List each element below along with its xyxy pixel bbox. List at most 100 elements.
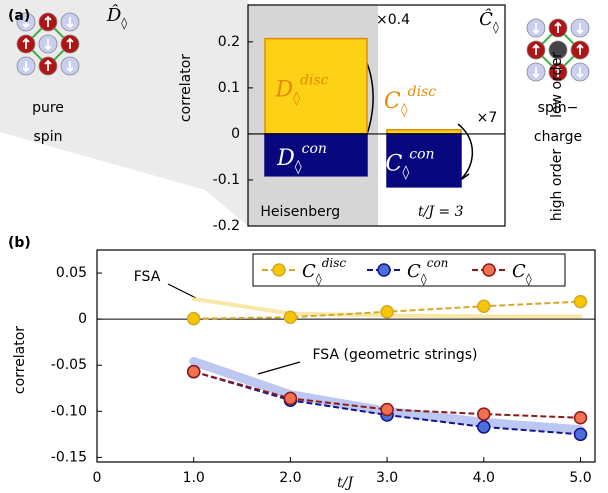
arrow bbox=[257, 361, 301, 375]
bar bbox=[264, 37, 368, 135]
legend-label: C◊disc bbox=[302, 256, 346, 286]
order-label: high order bbox=[549, 149, 565, 222]
fsa-label: FSA (geometric strings) bbox=[313, 347, 478, 363]
bar-label-part: con bbox=[302, 141, 327, 157]
bar-label-part: C bbox=[385, 151, 402, 176]
lattice-icons bbox=[16, 12, 590, 82]
bar-label-part: D bbox=[274, 77, 293, 102]
icon-label: Ĉ◊ bbox=[479, 7, 499, 34]
spin-arrow bbox=[532, 23, 540, 35]
fsa-label: FSA bbox=[134, 269, 161, 285]
y-tick-label: 0.1 bbox=[218, 80, 240, 96]
shade-wedge bbox=[0, 0, 248, 226]
bar-label-part: disc bbox=[300, 72, 329, 88]
order-label: low order bbox=[549, 52, 565, 118]
icon-caption: charge bbox=[534, 129, 582, 145]
annotation: ×7 bbox=[477, 110, 498, 126]
legend-label-part: ◊ bbox=[316, 272, 322, 286]
y-axis-label: correlator bbox=[12, 326, 28, 394]
marker bbox=[573, 411, 588, 425]
category-label: t/J = 3 bbox=[418, 204, 464, 220]
spin-arrow bbox=[22, 61, 30, 73]
series-line bbox=[193, 370, 581, 419]
bar-label-part: con bbox=[409, 146, 434, 162]
spin-arrow bbox=[22, 37, 30, 49]
marker bbox=[573, 427, 588, 442]
icon-label-part: ◊ bbox=[493, 20, 499, 34]
legend-label: C◊con bbox=[407, 256, 448, 286]
marker bbox=[283, 310, 298, 325]
marker bbox=[477, 299, 491, 313]
x-tick-label: 3.0 bbox=[376, 470, 398, 486]
spin-arrow bbox=[66, 61, 74, 73]
spin-arrow bbox=[532, 67, 540, 79]
category-label: Heisenberg bbox=[260, 204, 340, 220]
bar-label-part: ◊ bbox=[401, 102, 408, 118]
y-tick-label: 0 bbox=[78, 311, 87, 327]
bar-label-part: D bbox=[276, 146, 295, 171]
marker bbox=[186, 311, 201, 326]
annotation: ×0.4 bbox=[376, 12, 410, 28]
bar-label: D◊con bbox=[276, 141, 327, 175]
bar bbox=[264, 133, 368, 177]
panel-label: (a) bbox=[8, 8, 30, 24]
icon-caption: spin bbox=[34, 129, 63, 145]
site bbox=[548, 40, 568, 60]
y-tick-label: -0.1 bbox=[213, 172, 240, 188]
spin-arrow bbox=[554, 21, 562, 33]
spin-arrow bbox=[44, 59, 52, 71]
y-tick-label: 0 bbox=[231, 126, 240, 142]
icon-label: D̂◊ bbox=[106, 4, 127, 30]
y-tick-label: -0.10 bbox=[51, 403, 87, 419]
spin-arrow bbox=[44, 39, 52, 51]
bar-label-part: ◊ bbox=[293, 90, 300, 106]
icon-label-part: ◊ bbox=[121, 16, 127, 30]
spin-arrow bbox=[66, 17, 74, 29]
legend-label: C◊ bbox=[512, 261, 532, 286]
bar-label-part: ◊ bbox=[295, 159, 302, 175]
spin-arrow bbox=[66, 37, 74, 49]
x-tick-label: 5.0 bbox=[569, 470, 591, 486]
legend-marker bbox=[377, 263, 391, 277]
legend-label-part: ◊ bbox=[526, 272, 532, 286]
icon-caption: pure bbox=[32, 100, 64, 116]
axes-frame bbox=[247, 4, 506, 227]
y-tick-label: -0.05 bbox=[51, 357, 87, 373]
x-tick-label: 1.0 bbox=[183, 470, 205, 486]
y-tick-label: -0.15 bbox=[51, 449, 87, 465]
spin-arrow bbox=[576, 67, 584, 79]
spin-arrow bbox=[44, 15, 52, 27]
marker bbox=[380, 402, 394, 417]
legend-marker bbox=[272, 263, 286, 277]
panel-label: (b) bbox=[8, 235, 31, 251]
bar-label-part: ◊ bbox=[402, 164, 409, 180]
legend-label-part: ◊ bbox=[421, 272, 427, 286]
x-axis-label: t/J bbox=[337, 475, 354, 491]
bar-label: D◊disc bbox=[274, 72, 328, 106]
y-tick-label: 0.2 bbox=[218, 34, 240, 50]
legend-label-part: C bbox=[407, 261, 421, 282]
y-axis-label: correlator bbox=[178, 54, 194, 122]
arrow bbox=[457, 123, 474, 179]
x-tick-label: 2.0 bbox=[279, 470, 301, 486]
marker bbox=[573, 294, 588, 309]
legend-marker bbox=[482, 263, 496, 277]
bar-label-part: disc bbox=[408, 84, 437, 100]
marker bbox=[186, 364, 201, 379]
axes-frame bbox=[96, 249, 596, 463]
y-tick-label: 0.05 bbox=[56, 265, 87, 281]
bar-label: C◊disc bbox=[384, 84, 436, 118]
marker bbox=[477, 407, 491, 421]
spin-arrow bbox=[22, 17, 30, 29]
x-tick-label: 0 bbox=[93, 470, 102, 486]
icon-label-part: Ĉ bbox=[479, 7, 493, 30]
spin-arrow bbox=[532, 43, 540, 55]
icon-caption: spin− bbox=[538, 100, 579, 116]
x-tick-label: 4.0 bbox=[473, 470, 495, 486]
marker bbox=[283, 391, 298, 406]
bar bbox=[386, 133, 462, 188]
icon-label-part: D̂ bbox=[106, 4, 122, 26]
legend-box bbox=[252, 253, 566, 287]
legend-label-part: C bbox=[302, 261, 316, 282]
